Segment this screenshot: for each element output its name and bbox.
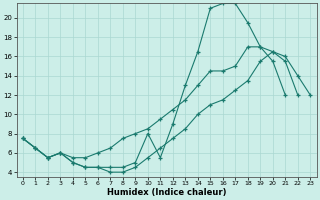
X-axis label: Humidex (Indice chaleur): Humidex (Indice chaleur) xyxy=(107,188,226,197)
